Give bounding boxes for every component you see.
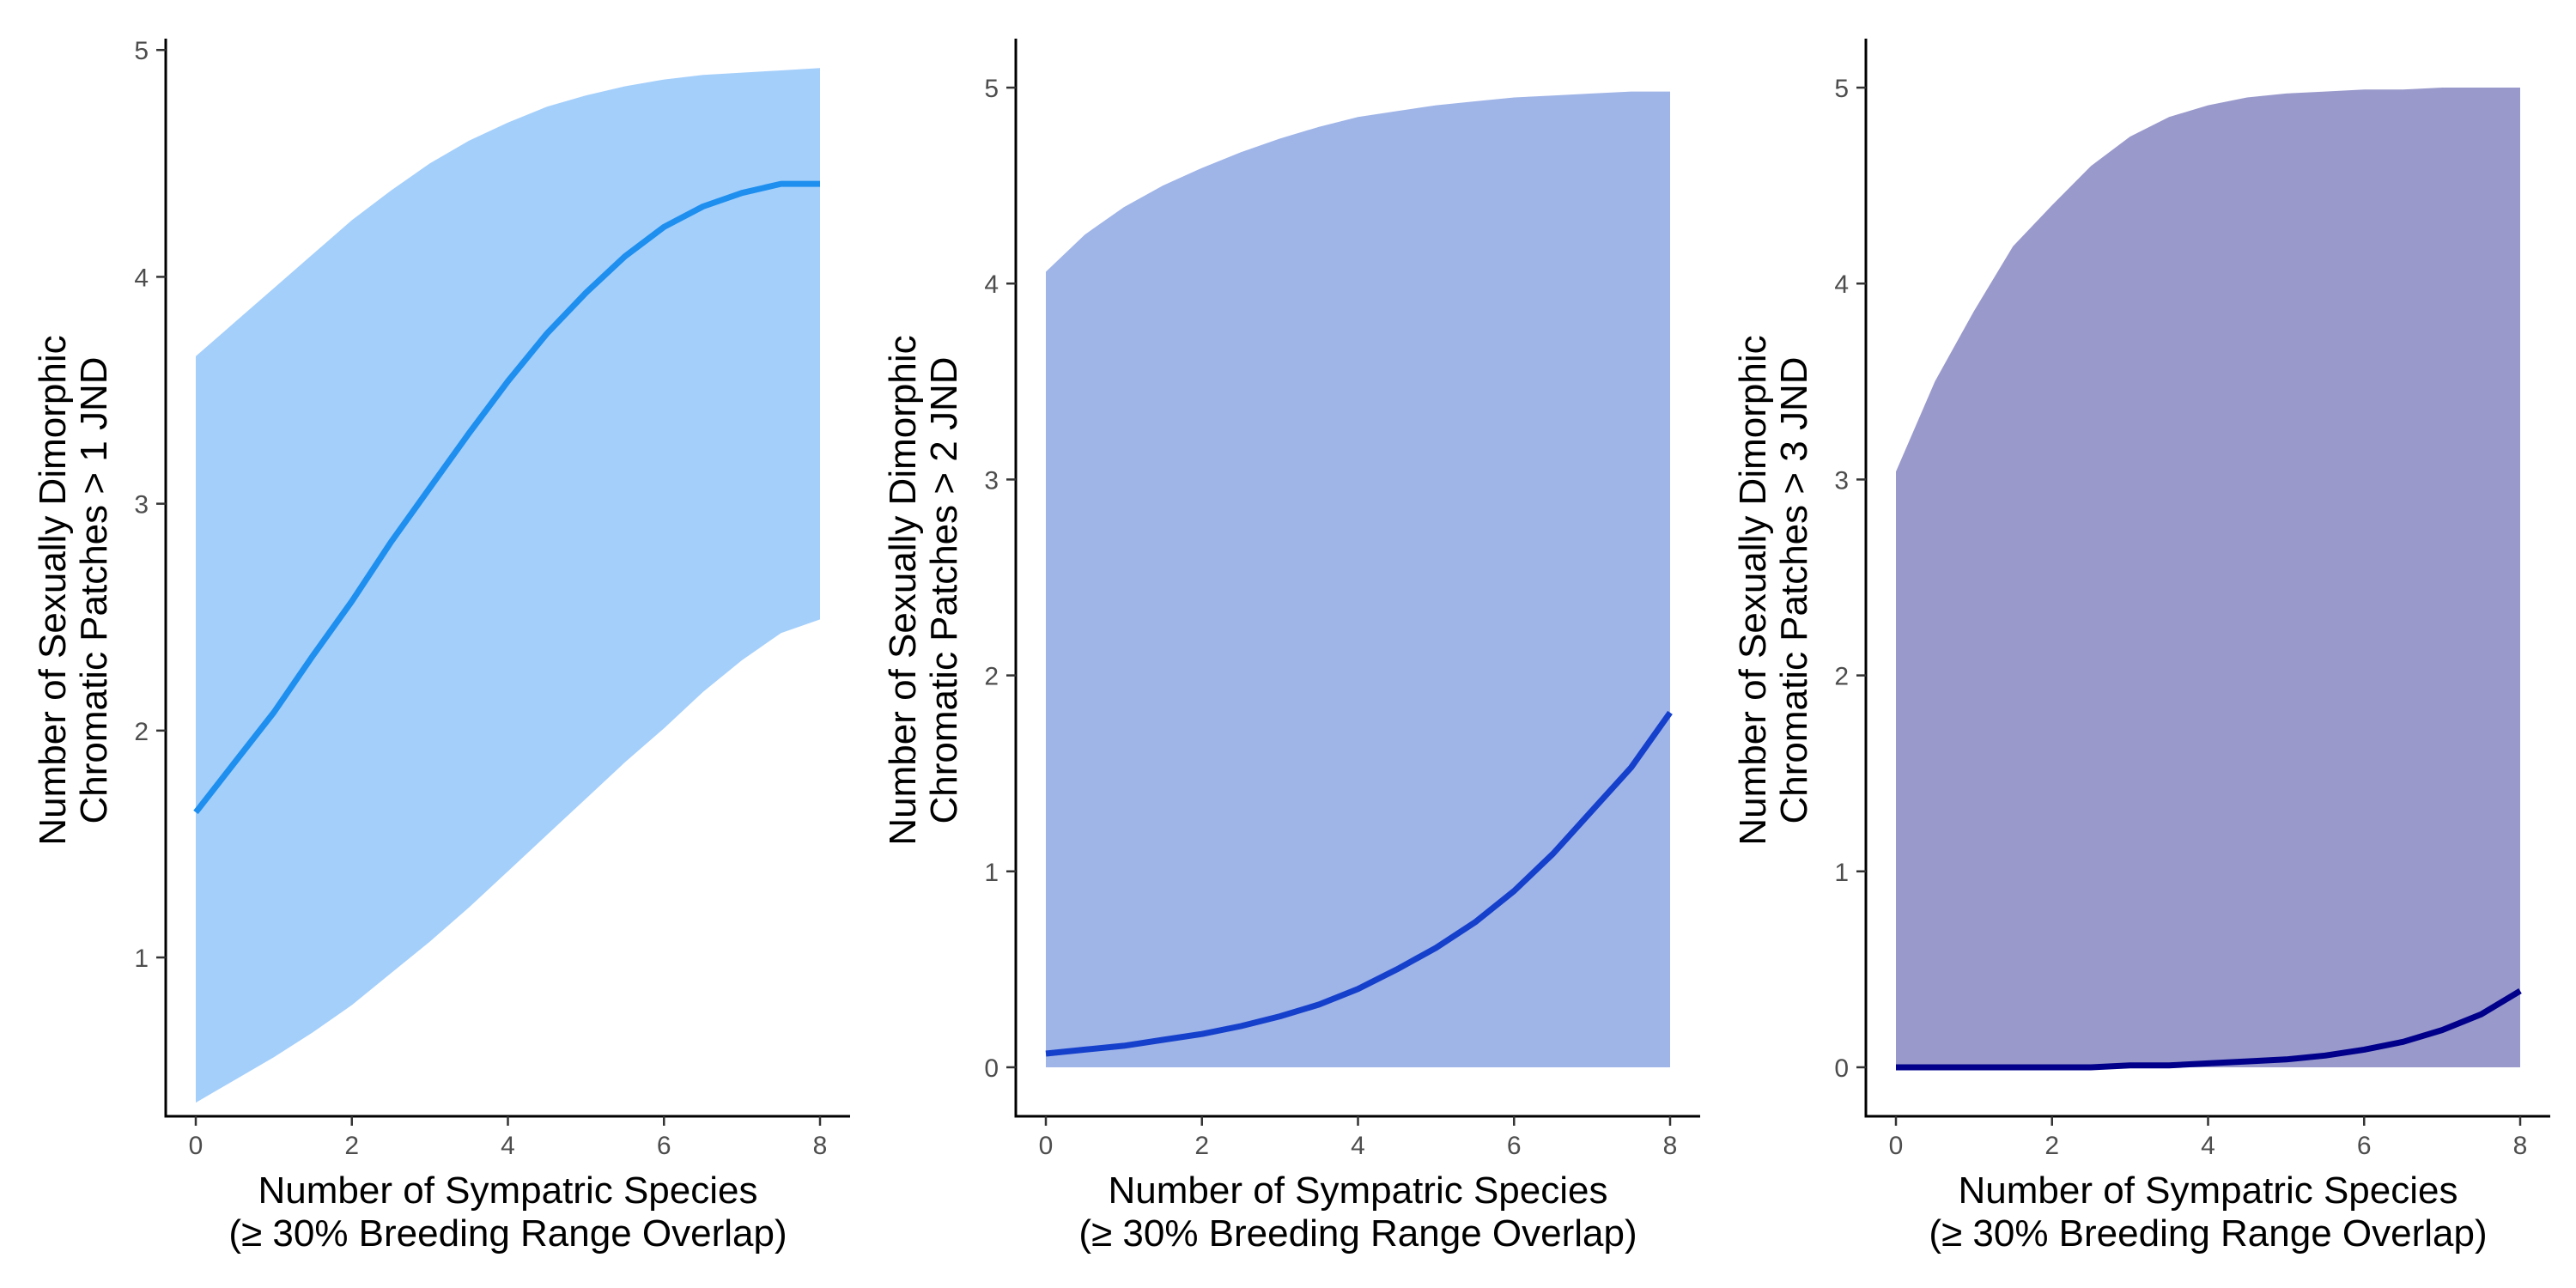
y-tick-label: 1 [984, 859, 999, 887]
y-tick-label: 4 [984, 270, 999, 299]
chart-panel-1: 0 2 4 6 8 1 2 3 4 5 Number of Sympatric Species(≥ … [32, 37, 850, 1255]
y-tick-label: 5 [984, 75, 999, 103]
x-tick-label: 0 [1039, 1132, 1054, 1160]
y-axis-title: Chromatic Patches > 1 JND [73, 356, 115, 823]
y-tick-label: 3 [984, 466, 999, 495]
fitted-line [193, 180, 820, 815]
x-tick-label: 6 [1507, 1132, 1522, 1160]
y-tick-label: 1 [134, 945, 149, 973]
y-tick-label: 5 [134, 37, 149, 65]
x-tick-label: 6 [657, 1132, 671, 1160]
y-tick-label: 5 [1834, 75, 1849, 103]
chart-panel-2: 0 2 4 6 8 0 1 2 3 4 5 Number of Sympatric Species(≥… [882, 39, 1700, 1255]
x-tick-label: 4 [1351, 1132, 1365, 1160]
y-axis-title: Number of Sexually Dimorphic [1732, 335, 1774, 845]
confidence-band [1896, 88, 2520, 1067]
y-tick-label: 2 [984, 663, 999, 691]
x-tick-label: 2 [1194, 1132, 1209, 1160]
x-tick-label: 2 [344, 1132, 359, 1160]
x-axis-title: (≥ 30% Breeding Range Overlap) [1078, 1212, 1637, 1255]
x-tick-label: 4 [2201, 1132, 2215, 1160]
y-axis-title: Chromatic Patches > 2 JND [923, 356, 965, 823]
y-tick-label: 0 [984, 1054, 999, 1083]
x-axis-title: Number of Sympatric Species [1959, 1170, 2458, 1212]
y-tick-label: 2 [134, 718, 149, 746]
x-tick-label: 0 [189, 1132, 204, 1160]
x-axis-title: (≥ 30% Breeding Range Overlap) [1929, 1212, 2487, 1255]
y-tick-label: 2 [1834, 663, 1849, 691]
x-tick-label: 4 [501, 1132, 515, 1160]
y-axis-title: Chromatic Patches > 3 JND [1773, 356, 1815, 823]
y-tick-label: 3 [1834, 466, 1849, 495]
x-axis-title: Number of Sympatric Species [258, 1170, 758, 1212]
x-tick-label: 8 [813, 1132, 828, 1160]
y-tick-label: 4 [1834, 270, 1849, 299]
fitted-line [1896, 988, 2522, 1071]
confidence-band [196, 68, 820, 1103]
x-tick-label: 8 [1663, 1132, 1678, 1160]
x-tick-label: 2 [2044, 1132, 2059, 1160]
x-tick-label: 6 [2357, 1132, 2372, 1160]
x-axis-title: Number of Sympatric Species [1109, 1170, 1608, 1212]
x-tick-label: 0 [1889, 1132, 1904, 1160]
y-axis-title: Number of Sexually Dimorphic [882, 335, 924, 845]
y-tick-label: 4 [134, 264, 149, 292]
y-axis-title: Number of Sexually Dimorphic [32, 335, 74, 845]
fitted-line [1045, 710, 1673, 1057]
y-tick-label: 0 [1834, 1054, 1849, 1083]
y-tick-label: 1 [1834, 859, 1849, 887]
x-axis-title: (≥ 30% Breeding Range Overlap) [228, 1212, 787, 1255]
x-tick-label: 8 [2513, 1132, 2528, 1160]
confidence-band [1046, 91, 1670, 1068]
y-tick-label: 3 [134, 491, 149, 519]
chart-panel-3: 0 2 4 6 8 0 1 2 3 4 5 Number of Sympatric Species(≥… [1732, 39, 2550, 1255]
